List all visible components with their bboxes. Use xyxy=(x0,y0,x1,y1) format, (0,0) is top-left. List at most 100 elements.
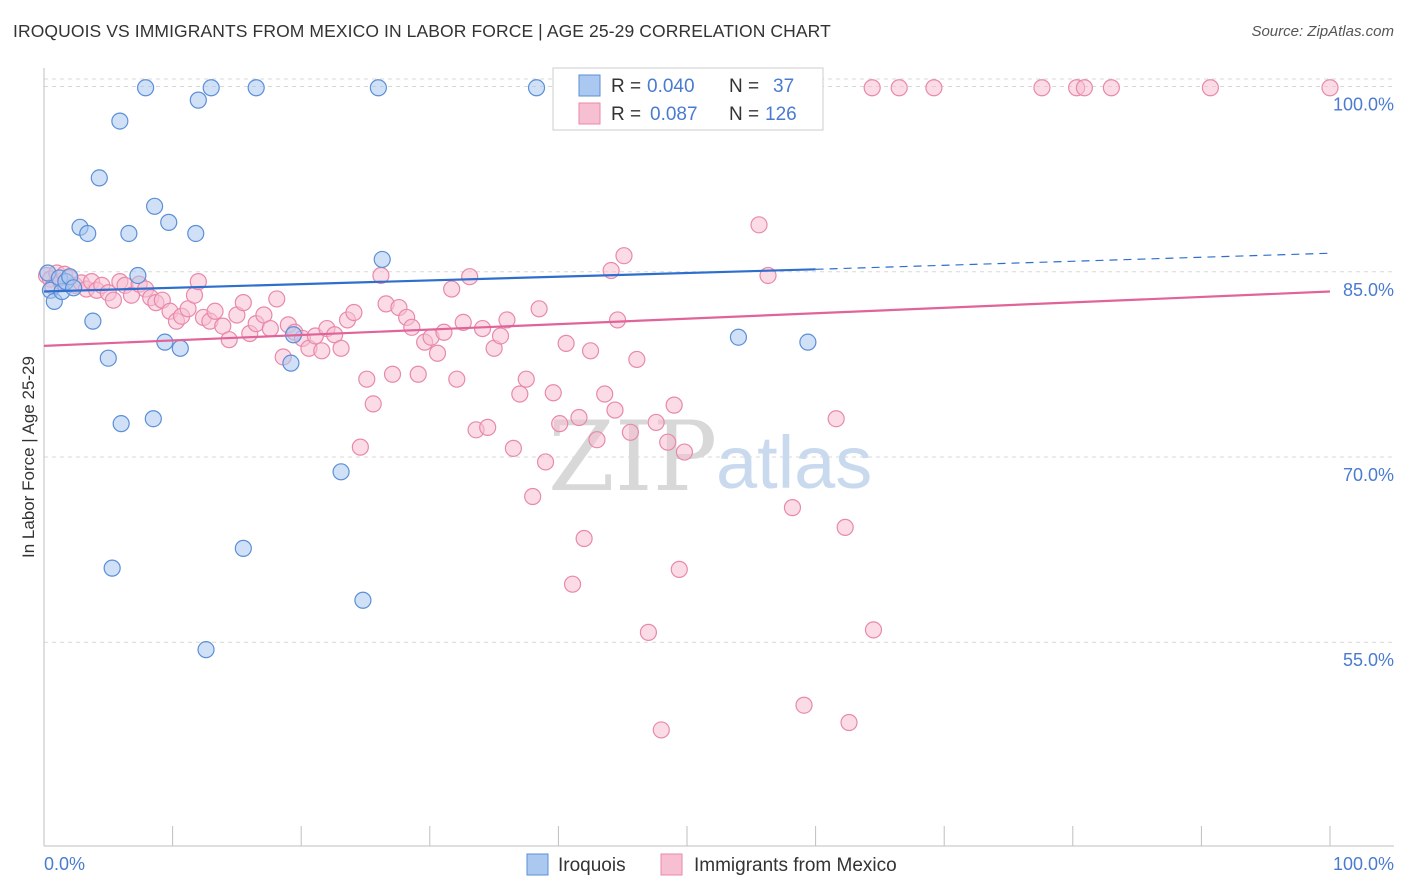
data-point xyxy=(491,327,510,345)
data-point xyxy=(588,431,606,449)
axes xyxy=(43,68,1394,847)
data-point xyxy=(864,621,883,639)
data-point xyxy=(461,268,479,286)
data-point xyxy=(79,224,97,243)
data-point xyxy=(351,438,369,456)
data-point xyxy=(358,370,376,388)
legend-swatch-iroquois xyxy=(578,74,601,97)
y-tick-label: 85.0% xyxy=(1343,280,1394,300)
data-point xyxy=(1033,79,1051,97)
trend-lines xyxy=(43,252,1331,347)
data-point xyxy=(99,349,117,367)
data-point xyxy=(129,266,147,285)
source-credit: Source: ZipAtlas.com xyxy=(1251,23,1394,40)
legend-bottom: Iroquois Immigrants from Mexico xyxy=(526,853,897,876)
data-point xyxy=(84,312,102,330)
data-point xyxy=(628,350,646,369)
data-point xyxy=(925,79,943,97)
trend-line-iroquois-extension xyxy=(815,252,1331,270)
y-tick-label: 100.0% xyxy=(1333,95,1394,115)
legend-stats: R = 0.040 N = 37 R = 0.087 N = 126 xyxy=(552,67,824,131)
y-tick-labels: 100.0% 85.0% 70.0% 55.0% xyxy=(1333,95,1394,671)
data-point xyxy=(524,487,542,506)
data-point xyxy=(145,197,164,215)
y-tick-label: 55.0% xyxy=(1343,650,1394,670)
legend-n-value-mexico: 126 xyxy=(765,104,797,125)
data-point xyxy=(890,79,908,97)
legend-r-value-iroquois: 0.040 xyxy=(647,76,695,97)
data-point xyxy=(621,423,640,441)
data-point xyxy=(428,344,447,362)
trend-line-mexico xyxy=(43,290,1331,347)
data-point xyxy=(332,339,350,357)
data-point xyxy=(840,713,858,732)
data-point xyxy=(187,224,205,243)
data-point xyxy=(536,453,555,471)
data-point xyxy=(373,250,391,269)
data-point xyxy=(1201,79,1220,97)
data-point xyxy=(144,410,162,428)
legend-bottom-label-iroquois: Iroquois xyxy=(558,855,626,876)
data-point xyxy=(268,290,286,308)
data-point xyxy=(234,539,252,557)
data-point xyxy=(563,575,582,593)
data-point xyxy=(1075,79,1093,97)
data-point xyxy=(197,641,215,659)
data-point xyxy=(544,384,562,402)
legend-r-label-iroquois: R = xyxy=(611,76,641,97)
data-point xyxy=(1102,79,1120,97)
data-point xyxy=(64,279,83,297)
data-point xyxy=(665,396,683,414)
data-point xyxy=(498,311,516,329)
data-point xyxy=(615,247,633,265)
data-point xyxy=(448,370,466,388)
data-point xyxy=(369,79,387,97)
data-point xyxy=(659,433,677,451)
data-point xyxy=(171,339,189,357)
data-point xyxy=(729,328,748,346)
data-point xyxy=(112,415,130,433)
data-point xyxy=(354,591,372,609)
data-point xyxy=(570,408,588,427)
legend-n-value-iroquois: 37 xyxy=(773,76,794,97)
data-point xyxy=(799,333,817,351)
data-point xyxy=(403,318,421,336)
data-point xyxy=(136,79,155,97)
data-point xyxy=(103,559,121,577)
legend-n-label-iroquois: N = xyxy=(729,76,759,97)
data-point xyxy=(1321,79,1339,97)
data-point xyxy=(261,319,279,338)
x-tick-label-min: 0.0% xyxy=(44,854,85,874)
data-point xyxy=(435,323,453,341)
series-iroquois-points xyxy=(39,79,817,659)
data-point xyxy=(647,413,665,432)
data-point xyxy=(479,418,497,436)
data-point xyxy=(189,91,207,109)
data-point xyxy=(220,331,238,349)
data-point xyxy=(750,216,768,234)
data-point xyxy=(409,365,427,383)
data-point xyxy=(504,439,522,457)
data-point xyxy=(581,342,600,360)
data-point xyxy=(364,395,382,413)
gridlines xyxy=(44,78,1394,643)
legend-swatch-mexico xyxy=(578,102,601,125)
data-point xyxy=(202,79,220,97)
data-point xyxy=(639,623,658,641)
data-point xyxy=(575,529,593,548)
data-point xyxy=(530,300,548,318)
trend-line-iroquois xyxy=(43,268,816,293)
data-point xyxy=(675,443,694,461)
data-point xyxy=(596,385,614,403)
y-axis-label: In Labor Force | Age 25-29 xyxy=(19,356,38,558)
legend-r-label-mexico: R = xyxy=(611,104,641,125)
data-point xyxy=(551,415,569,433)
data-point xyxy=(247,79,265,97)
data-point xyxy=(863,79,881,97)
data-point xyxy=(557,334,575,352)
legend-n-label-mexico: N = xyxy=(729,104,759,125)
data-point xyxy=(836,518,854,536)
data-point xyxy=(345,303,363,322)
data-point xyxy=(454,313,472,331)
